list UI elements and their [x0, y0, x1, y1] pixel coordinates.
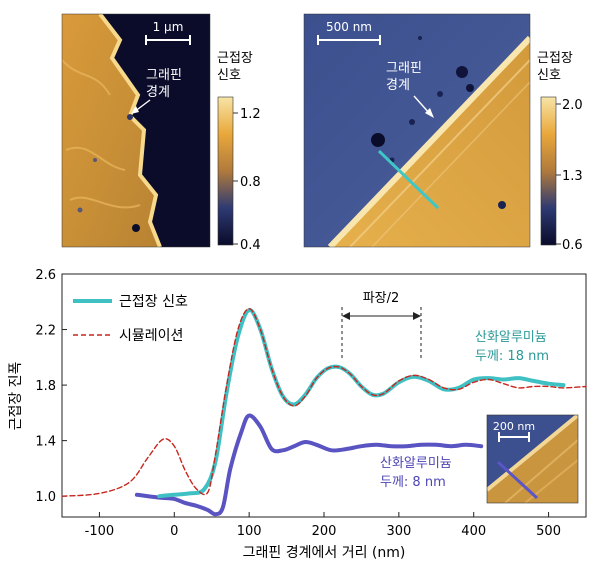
x-tick-label: 0 — [170, 524, 178, 539]
wavelength-label: 파장/2 — [363, 291, 400, 306]
y-tick-label: 1.0 — [35, 490, 56, 505]
panel-a-colorbar-title-2: 신호 — [217, 68, 241, 83]
panel-b-scale-label: 500 nm — [326, 20, 372, 34]
x-tick-label: 500 — [536, 524, 561, 539]
panel-a-colorbar-title-1: 근접장 — [217, 51, 253, 66]
y-tick-label: 1.4 — [35, 435, 56, 450]
x-tick-label: 100 — [237, 524, 262, 539]
panel-b-annotation-line1: 그래핀 — [386, 61, 422, 76]
annotation-oxide-18-line1: 산화알루미늄 — [475, 330, 547, 345]
inset-image — [487, 415, 578, 503]
x-tick-label: 200 — [312, 524, 337, 539]
wavelength-marker: 파장/2 — [341, 291, 422, 360]
panel-b-colorbar-tick: 0.6 — [562, 238, 583, 253]
legend-label-simulation: 시뮬레이션 — [119, 328, 183, 344]
panel-a-annotation-line2: 경계 — [146, 85, 170, 100]
panel-a-colorbar: 근접장 신호 1.2 0.8 0.4 — [217, 51, 261, 253]
y-axis: 1.0 1.4 1.8 2.2 2.6 — [35, 268, 67, 505]
series-measured-8nm — [134, 413, 484, 517]
annotation-oxide-8-line1: 산화알루미늄 — [380, 456, 452, 471]
panel-a-scale-label: 1 µm — [153, 20, 184, 34]
inset-scale-label: 200 nm — [493, 420, 535, 433]
panel-a-scalebar: 1 µm — [145, 20, 191, 45]
legend: 근접장 신호 시뮬레이션 — [73, 294, 188, 344]
panel-b-colorbar-title-2: 신호 — [537, 68, 561, 83]
panel-b-colorbar-tick: 1.3 — [562, 169, 583, 184]
panel-b-colorbar-title-1: 근접장 — [537, 51, 573, 66]
series-layer — [61, 308, 587, 517]
y-tick-label: 1.8 — [35, 379, 56, 394]
inset-scalebar: 200 nm — [493, 420, 535, 442]
inset-linecut — [496, 460, 539, 500]
panel-a-image — [62, 14, 210, 247]
x-axis-label: 그래핀 경계에서 거리 (nm) — [243, 545, 406, 561]
annotation-oxide-18-line2: 두께: 18 nm — [475, 349, 549, 364]
line-chart: -100 0 100 200 300 400 500 1.0 1.4 1.8 2.2 2.6 근접장… — [8, 268, 587, 561]
panel-a-colorbar-tick: 0.8 — [240, 175, 261, 190]
annotation-oxide-8-line2: 두께: 8 nm — [380, 475, 446, 490]
panel-b-linecut — [377, 149, 440, 210]
panel-b-annotation-line2: 경계 — [386, 78, 410, 93]
legend-label-measured: 근접장 신호 — [119, 294, 188, 310]
panel-b-colorbar-tick: 2.0 — [562, 98, 583, 113]
panel-b-scalebar: 500 nm — [317, 20, 381, 45]
x-tick-label: 300 — [386, 524, 411, 539]
panel-a-colorbar-tick: 1.2 — [240, 107, 261, 122]
panel-b-image — [304, 14, 530, 247]
series-simulation — [61, 308, 587, 497]
panel-a-annotation-line1: 그래핀 — [146, 68, 182, 83]
x-axis: -100 0 100 200 300 400 500 — [85, 512, 561, 539]
panel-b-colorbar: 근접장 신호 2.0 1.3 0.6 — [537, 51, 583, 253]
y-tick-label: 2.6 — [35, 268, 56, 283]
y-axis-label: 근접장 진폭 — [8, 361, 24, 430]
y-tick-label: 2.2 — [35, 324, 56, 339]
x-tick-label: 400 — [461, 524, 486, 539]
panel-a-colorbar-tick: 0.4 — [240, 238, 261, 253]
x-tick-label: -100 — [85, 524, 115, 539]
